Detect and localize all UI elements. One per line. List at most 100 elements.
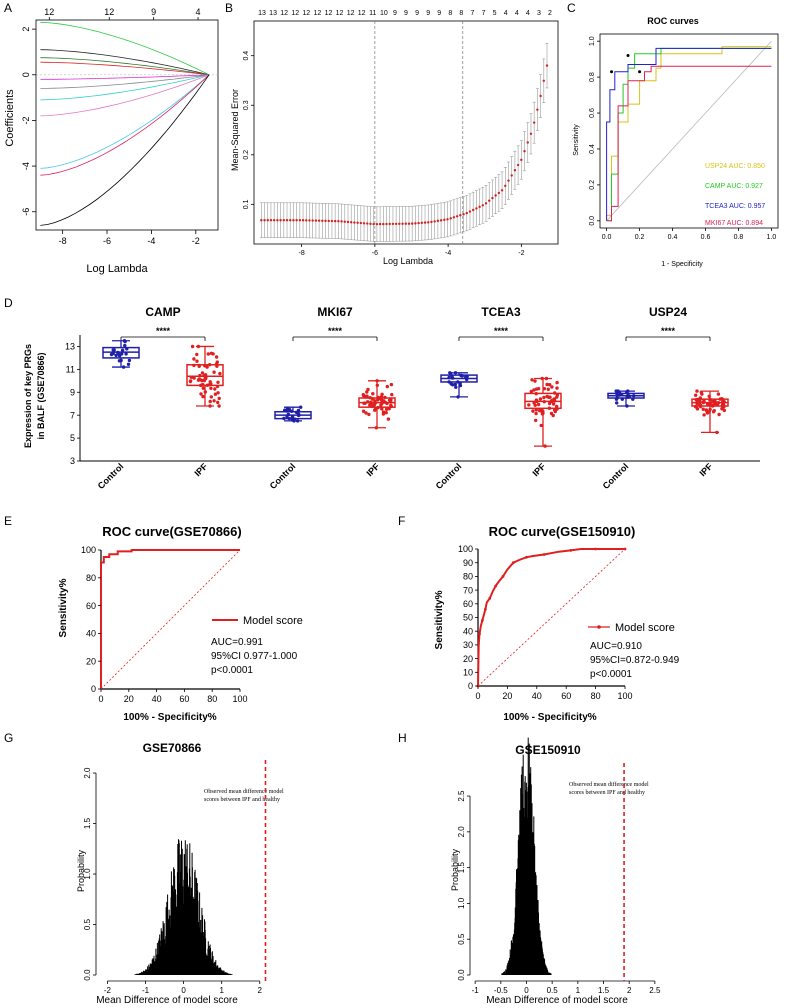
data-point (555, 380, 559, 385)
data-point (534, 392, 538, 396)
data-point (365, 394, 369, 398)
roc-curve (606, 47, 772, 222)
panel-f-roc-point (623, 547, 627, 551)
data-point (285, 414, 289, 419)
panel-d-boxplots: Expression of key PRGs in BALF (GSE70866… (23, 305, 760, 491)
panel-e-x-tick-label: 60 (179, 694, 189, 704)
panel-b-top-label: 7 (482, 10, 486, 17)
roc-cutoff-point (626, 54, 630, 58)
data-point (203, 390, 207, 394)
panel-f-y-tick-label: 70 (463, 585, 473, 595)
panel-b-x-tick-label: -2 (518, 250, 524, 257)
data-point (708, 407, 712, 412)
panel-c-x-tick-label: 0.4 (668, 234, 678, 241)
panel-c-y-tick-label: 0.8 (589, 72, 596, 82)
data-point (380, 401, 384, 405)
data-point (620, 397, 624, 401)
coefficient-path (40, 57, 210, 76)
data-point (190, 344, 195, 349)
mse-point (449, 217, 452, 220)
panel-d-y-tick-label: 9 (70, 387, 75, 397)
data-point (121, 365, 126, 369)
mse-point (346, 220, 350, 224)
group-label: Control (96, 461, 126, 491)
coefficient-path (40, 74, 210, 226)
data-point (371, 392, 375, 396)
panel-d-y-tick-label: 3 (70, 456, 75, 466)
data-point (383, 395, 387, 400)
panel-b-top-label: 12 (358, 10, 366, 17)
panel-c-xlabel: 1 - Specificity (661, 261, 703, 268)
panel-a-ylabel: Coefficients (4, 89, 16, 147)
mse-point (507, 179, 510, 182)
legend-tcea3: TCEA3 AUC: 0.957 (705, 203, 765, 210)
data-point (363, 401, 367, 405)
data-point (375, 383, 379, 387)
panel-d-y-tick-label: 7 (70, 410, 75, 420)
data-point (375, 379, 379, 383)
panel-f-x-tick-label: 100 (617, 691, 632, 701)
panel-g-y-tick-label: 0.0 (83, 969, 92, 981)
panel-d-y-tick-label: 11 (66, 365, 75, 375)
mse-point (404, 222, 407, 225)
panel-b-top-label: 12 (291, 10, 299, 17)
group-label: Control (601, 461, 631, 491)
panel-d-ylabel-line2: in BALF (GSE70866) (36, 352, 46, 439)
panel-b-top-label: 11 (369, 10, 376, 17)
data-point (631, 397, 635, 401)
data-point (615, 401, 619, 405)
panel-h-x-tick-label: 0 (524, 986, 529, 995)
mse-point (356, 221, 359, 224)
panel-e-x-tick-label: 80 (207, 694, 217, 704)
panel-h-x-tick-label: 0.5 (547, 986, 559, 995)
data-point (212, 399, 216, 403)
mse-point (513, 169, 517, 172)
data-point (555, 386, 559, 390)
data-point (290, 415, 295, 419)
data-point (460, 374, 464, 378)
significance-stars: **** (328, 326, 343, 336)
significance-stars: **** (661, 326, 676, 336)
panel-g-ylabel: Probability (76, 849, 86, 892)
significance-stars: **** (494, 326, 509, 336)
panel-c-y-tick-label: 1.0 (589, 36, 596, 46)
panel-label-c: C (567, 1, 576, 15)
mse-point (478, 205, 481, 209)
data-point (704, 408, 708, 412)
panel-f-roc-point (542, 553, 546, 556)
panel-b-y-tick-label: 0.1 (243, 199, 250, 209)
panel-f-auc: AUC=0.910 (590, 641, 642, 652)
data-point (364, 411, 368, 415)
panel-e-y-tick-label: 0 (91, 684, 96, 694)
panel-b-top-label: 9 (426, 10, 430, 17)
data-point (555, 393, 560, 397)
data-point (543, 444, 547, 448)
mse-point (481, 204, 485, 207)
panel-e-x-tick-label: 40 (152, 694, 162, 704)
data-point (465, 377, 469, 382)
panel-h-y-tick-label: 2.5 (457, 790, 466, 802)
data-point (694, 405, 699, 409)
panel-h-ylabel: Probability (450, 848, 460, 891)
data-point (196, 344, 201, 349)
panel-e-xlabel: 100% - Specificity% (123, 712, 216, 723)
panel-b-top-label: 2 (548, 10, 552, 17)
mse-point (420, 221, 424, 225)
data-point (384, 411, 388, 415)
mse-point (372, 222, 375, 226)
panel-f-y-tick-label: 60 (463, 599, 473, 609)
data-point (529, 389, 533, 394)
panel-f-roc-point (483, 607, 487, 611)
data-point (539, 423, 543, 428)
mse-point (414, 222, 417, 225)
data-point (698, 403, 703, 408)
panel-b-top-label: 4 (526, 10, 530, 17)
panel-a-x-tick-label: -6 (103, 236, 111, 246)
data-point (545, 394, 549, 399)
panel-f-title: ROC curve(GSE150910) (489, 524, 636, 539)
data-point (208, 380, 212, 384)
data-point (209, 395, 213, 399)
panel-label-g: G (4, 731, 13, 745)
data-point (218, 371, 222, 376)
panel-f-ci: 95%CI=0.872-0.949 (590, 655, 680, 666)
